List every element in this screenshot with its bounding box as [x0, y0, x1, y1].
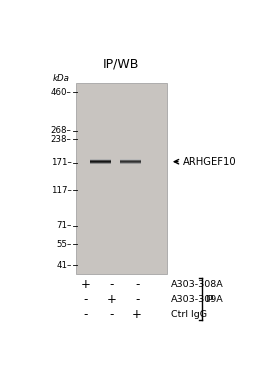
Bar	[117, 83, 126, 274]
Bar	[99, 83, 144, 274]
Bar	[115, 83, 127, 274]
Bar	[80, 83, 162, 274]
Text: Ctrl IgG: Ctrl IgG	[171, 310, 207, 319]
Bar	[79, 83, 164, 274]
Text: 238–: 238–	[51, 135, 72, 144]
Text: A303-309A: A303-309A	[171, 295, 224, 304]
Text: 268–: 268–	[51, 127, 72, 135]
Bar	[92, 83, 150, 274]
Bar	[91, 83, 152, 274]
Bar	[83, 83, 159, 274]
Bar	[95, 83, 147, 274]
Text: +: +	[106, 293, 116, 306]
Text: 41–: 41–	[56, 260, 72, 270]
Text: kDa: kDa	[53, 74, 70, 83]
Text: 460–: 460–	[51, 88, 72, 97]
Text: -: -	[83, 308, 88, 321]
Bar	[85, 83, 158, 274]
Bar	[88, 83, 155, 274]
Bar	[106, 83, 136, 274]
Text: -: -	[135, 278, 139, 291]
Bar	[102, 83, 141, 274]
Text: +: +	[132, 308, 142, 321]
Text: 55–: 55–	[56, 239, 72, 249]
Bar	[100, 83, 143, 274]
Text: IP: IP	[205, 295, 214, 304]
Text: 171–: 171–	[51, 158, 72, 168]
Bar	[86, 83, 156, 274]
Bar	[111, 83, 132, 274]
Text: 117–: 117–	[51, 186, 72, 195]
Text: -: -	[109, 308, 114, 321]
Bar	[103, 83, 140, 274]
Text: A303-308A: A303-308A	[171, 280, 224, 289]
Bar	[94, 83, 149, 274]
Text: 71–: 71–	[56, 221, 72, 230]
Text: ARHGEF10: ARHGEF10	[183, 157, 236, 166]
Text: -: -	[109, 278, 114, 291]
Bar	[114, 83, 129, 274]
Bar	[76, 83, 167, 274]
Bar	[112, 83, 130, 274]
Bar	[108, 83, 135, 274]
Bar	[97, 83, 146, 274]
Text: +: +	[81, 278, 91, 291]
Bar	[109, 83, 133, 274]
Bar	[104, 83, 138, 274]
Bar	[120, 83, 123, 274]
Text: -: -	[83, 293, 88, 306]
Text: -: -	[135, 293, 139, 306]
Bar	[77, 83, 165, 274]
Bar	[82, 83, 161, 274]
Bar	[76, 83, 167, 274]
Text: IP/WB: IP/WB	[103, 58, 140, 71]
Bar	[89, 83, 153, 274]
Bar	[118, 83, 124, 274]
